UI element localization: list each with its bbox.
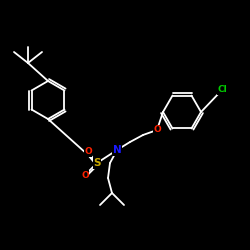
Text: O: O <box>84 148 92 156</box>
Text: N: N <box>112 145 122 155</box>
Text: Cl: Cl <box>217 86 227 94</box>
Text: O: O <box>153 126 161 134</box>
Text: S: S <box>93 158 101 168</box>
Text: O: O <box>81 170 89 179</box>
